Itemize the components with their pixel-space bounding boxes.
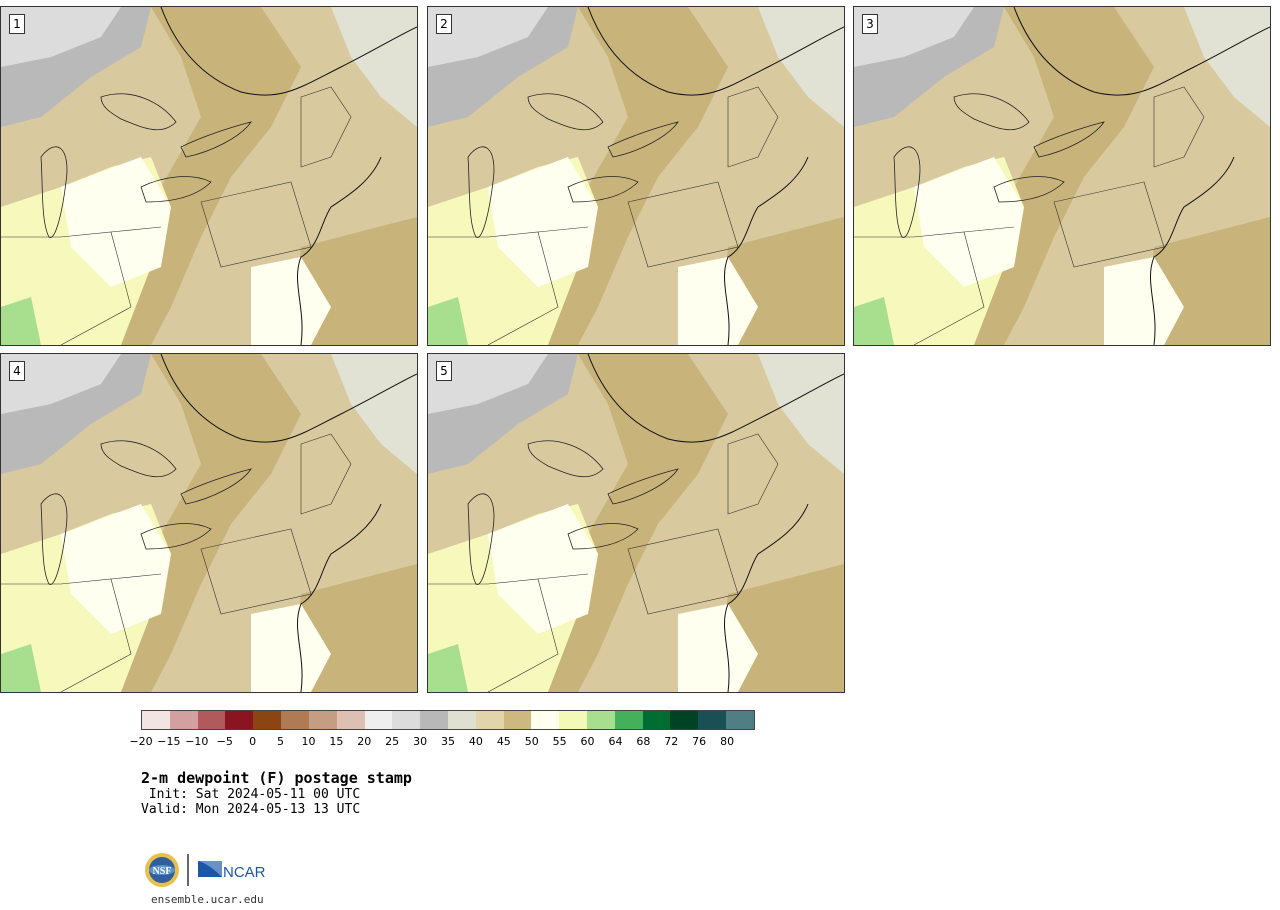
colorbar-tick-label: 64 (608, 735, 623, 748)
panel-label: 3 (862, 14, 878, 34)
map-panel-3: 3 (853, 6, 1271, 346)
nsf-logo-text: NSF (153, 866, 172, 877)
colorbar-tick-label: 15 (329, 735, 344, 748)
colorbar-swatch (197, 711, 226, 729)
colorbar-swatch (614, 711, 643, 729)
ncar-logo-icon: NCAR (198, 861, 266, 881)
colorbar-swatch (587, 711, 615, 729)
map-panel-1: 1 (0, 6, 418, 346)
valid-time: Valid: Mon 2024-05-13 13 UTC (141, 802, 361, 817)
colorbar-tick-label: 25 (385, 735, 400, 748)
colorbar-swatch (142, 711, 170, 729)
colorbar-tick-label: −15 (157, 735, 181, 748)
nsf-logo-icon: NSF (145, 853, 179, 887)
colorbar-tick-label: −5 (216, 735, 233, 748)
colorbar-swatch (308, 711, 337, 729)
dewpoint-map (428, 354, 844, 692)
dewpoint-map (428, 7, 844, 345)
colorbar-swatch (392, 711, 421, 729)
colorbar-swatch (475, 711, 504, 729)
panel-label: 1 (9, 14, 25, 34)
panel-label: 2 (436, 14, 452, 34)
colorbar-swatch (670, 711, 699, 729)
colorbar-tick-label: 10 (301, 735, 316, 748)
nsf-ncar-logo: NSF NCAR (145, 853, 266, 887)
colorbar-swatch (420, 711, 448, 729)
panel-label: 4 (9, 361, 25, 381)
init-time: Init: Sat 2024-05-11 00 UTC (141, 787, 361, 802)
colorbar-tick-label: 35 (441, 735, 455, 748)
colorbar-swatch (698, 711, 727, 729)
colorbar-swatch (253, 711, 282, 729)
colorbar-swatch (503, 711, 532, 729)
dewpoint-map (1, 7, 417, 345)
dewpoint-map (1, 354, 417, 692)
colorbar-tick-label: 50 (524, 735, 539, 748)
colorbar-swatch (169, 711, 198, 729)
ncar-logo-text: NCAR (223, 864, 266, 881)
colorbar-swatch (531, 711, 560, 729)
colorbar-swatch (726, 711, 754, 729)
colorbar-tick-label: 0 (249, 735, 257, 748)
colorbar-tick-label: 20 (357, 735, 372, 748)
colorbar-tick-label: 72 (664, 735, 679, 748)
colorbar-swatch (225, 711, 254, 729)
colorbar-tick-label: 30 (413, 735, 428, 748)
colorbar-tick-label: −10 (185, 735, 209, 748)
colorbar-swatch (281, 711, 309, 729)
logos: NSF NCAR (144, 851, 274, 889)
colorbar-swatch (559, 711, 587, 729)
map-panel-4: 4 (0, 353, 418, 693)
colorbar-tick-label: −20 (129, 735, 153, 748)
colorbar (141, 710, 755, 730)
colorbar-tick-label: 68 (636, 735, 651, 748)
colorbar-tick-label: 40 (468, 735, 483, 748)
colorbar-swatch (364, 711, 393, 729)
colorbar-tick-label: 80 (720, 735, 735, 748)
plot-title: 2-m dewpoint (F) postage stamp (141, 769, 412, 787)
colorbar-tick-label: 5 (277, 735, 285, 748)
dewpoint-map (854, 7, 1270, 345)
map-panel-2: 2 (427, 6, 845, 346)
colorbar-tick-label: 55 (552, 735, 567, 748)
map-panel-5: 5 (427, 353, 845, 693)
colorbar-swatch (336, 711, 365, 729)
colorbar-tick-label: 60 (580, 735, 595, 748)
site-url: ensemble.ucar.edu (151, 893, 264, 906)
colorbar-swatch (642, 711, 671, 729)
panel-label: 5 (436, 361, 452, 381)
colorbar-tick-label: 76 (692, 735, 707, 748)
colorbar-swatch (447, 711, 476, 729)
colorbar-tick-label: 45 (496, 735, 511, 748)
colorbar-ticks: −20 −15 −10 −5 0 5 10 15 20 25 30 35 40 45 50 55 60 64 68 7… (129, 731, 755, 751)
